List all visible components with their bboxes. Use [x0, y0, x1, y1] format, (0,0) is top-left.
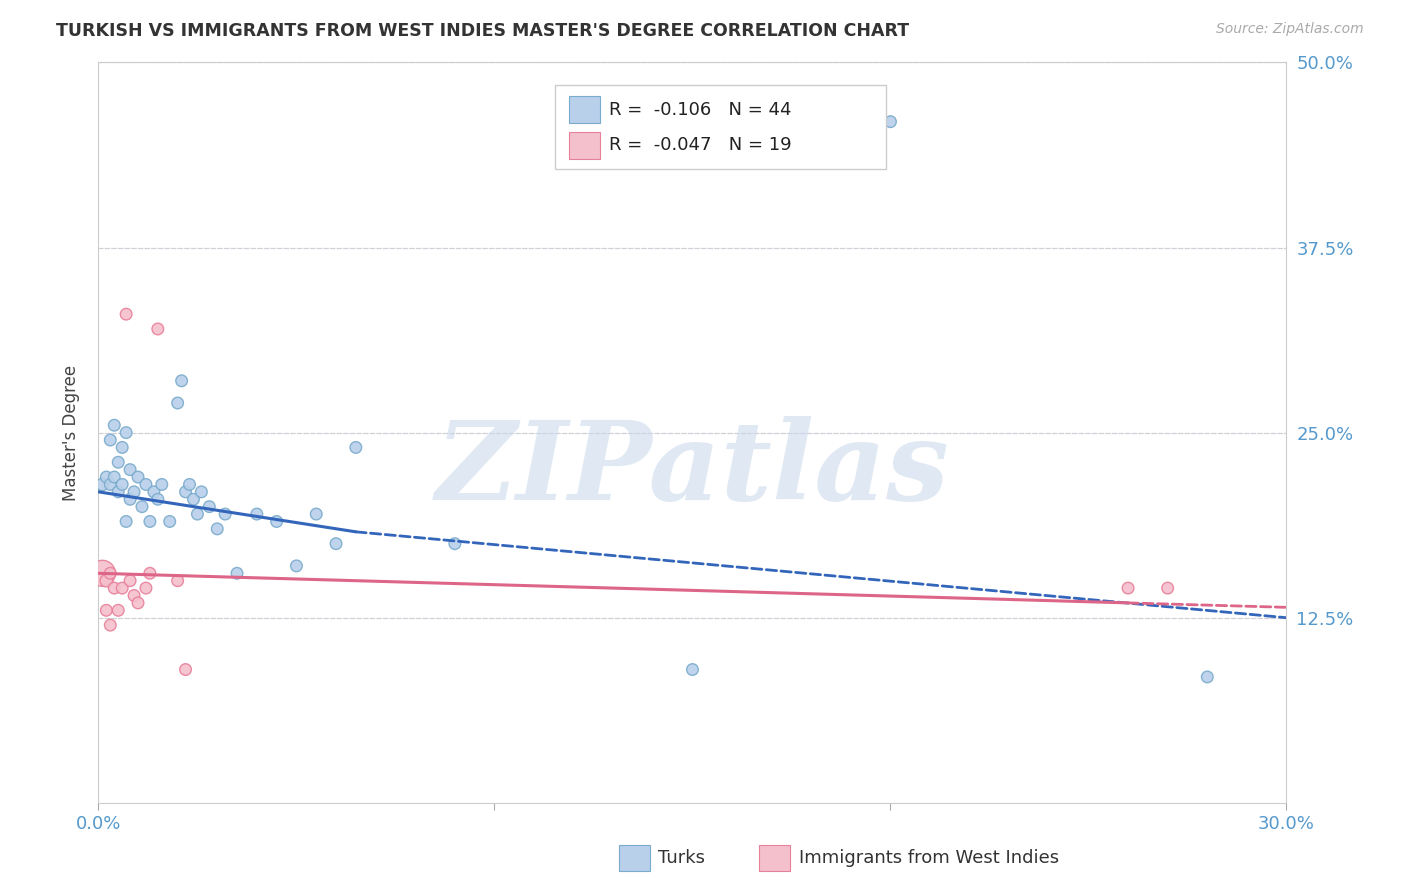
Point [139, 515, 162, 529]
Point [146, 492, 169, 507]
Point [174, 663, 197, 677]
Point [174, 484, 197, 499]
Point [325, 537, 347, 551]
Point [183, 492, 205, 507]
Point [107, 455, 129, 469]
Text: R =  -0.047   N = 19: R = -0.047 N = 19 [609, 136, 792, 154]
Point [111, 477, 134, 491]
Y-axis label: Master's Degree: Master's Degree [62, 365, 80, 500]
Point [135, 477, 157, 491]
Point [1116, 581, 1139, 595]
Point [246, 507, 269, 521]
Point [179, 477, 201, 491]
Point [122, 589, 145, 603]
Point [266, 515, 288, 529]
Point [127, 470, 149, 484]
Point [111, 581, 134, 595]
Point [285, 558, 308, 573]
Point [103, 581, 125, 595]
Point [190, 484, 212, 499]
Point [107, 484, 129, 499]
Point [1156, 581, 1178, 595]
Point [115, 425, 138, 440]
Point [120, 463, 142, 477]
Point [166, 574, 188, 588]
Point [444, 537, 467, 551]
Point [226, 566, 249, 581]
Point [166, 396, 188, 410]
Point [879, 114, 901, 128]
Text: Source: ZipAtlas.com: Source: ZipAtlas.com [1216, 22, 1364, 37]
Point [146, 322, 169, 336]
Point [98, 566, 121, 581]
Point [1197, 670, 1219, 684]
Point [111, 441, 134, 455]
Point [150, 477, 173, 491]
Text: R =  -0.106   N = 44: R = -0.106 N = 44 [609, 101, 792, 119]
Point [91, 477, 114, 491]
Point [98, 477, 121, 491]
Point [682, 663, 704, 677]
Point [131, 500, 153, 514]
Text: ZIPatlas: ZIPatlas [436, 416, 949, 524]
Point [305, 507, 328, 521]
Point [96, 603, 118, 617]
Point [120, 574, 142, 588]
Point [139, 566, 162, 581]
Point [159, 515, 181, 529]
Point [91, 566, 114, 581]
Point [198, 500, 221, 514]
Text: Immigrants from West Indies: Immigrants from West Indies [799, 849, 1059, 867]
Point [127, 596, 149, 610]
Point [98, 433, 121, 447]
Point [186, 507, 208, 521]
Text: TURKISH VS IMMIGRANTS FROM WEST INDIES MASTER'S DEGREE CORRELATION CHART: TURKISH VS IMMIGRANTS FROM WEST INDIES M… [56, 22, 910, 40]
Point [170, 374, 193, 388]
Point [103, 418, 125, 433]
Point [120, 492, 142, 507]
Point [96, 470, 118, 484]
Point [115, 307, 138, 321]
Point [98, 618, 121, 632]
Point [142, 484, 165, 499]
Point [207, 522, 229, 536]
Point [344, 441, 367, 455]
Text: Turks: Turks [658, 849, 704, 867]
Point [122, 484, 145, 499]
Point [135, 581, 157, 595]
Point [96, 574, 118, 588]
Point [214, 507, 236, 521]
Point [103, 470, 125, 484]
Point [107, 603, 129, 617]
Point [115, 515, 138, 529]
